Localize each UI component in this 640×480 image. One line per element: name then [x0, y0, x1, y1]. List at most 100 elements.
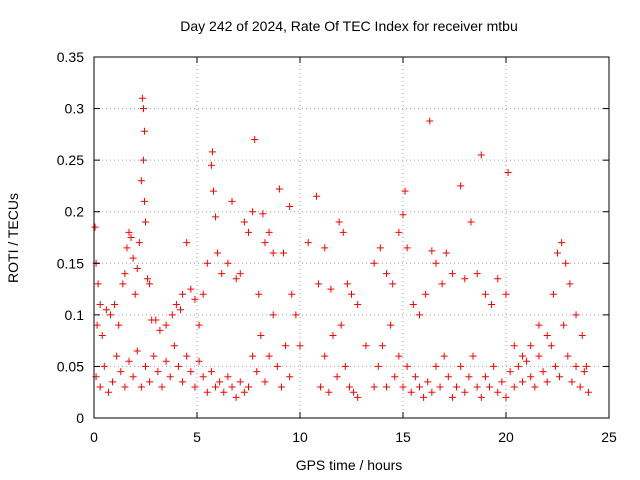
data-point [584, 388, 592, 396]
data-point [253, 368, 261, 376]
data-point [109, 378, 117, 386]
data-point [255, 290, 263, 298]
data-point [488, 301, 496, 309]
y-tick-label: 0 [76, 410, 84, 426]
data-point [535, 321, 543, 329]
y-tick-label: 0.35 [57, 49, 84, 65]
data-point [174, 362, 182, 370]
data-point [232, 275, 240, 283]
data-point [195, 321, 203, 329]
data-point [370, 259, 378, 267]
data-point [444, 373, 452, 381]
data-point [96, 301, 104, 309]
data-point [209, 187, 217, 195]
data-point [547, 342, 555, 350]
data-point [117, 368, 125, 376]
data-point [321, 244, 329, 252]
data-point [187, 285, 195, 293]
data-point [354, 301, 362, 309]
data-point [208, 148, 216, 156]
data-point [556, 373, 564, 381]
data-point [166, 373, 174, 381]
data-point [312, 192, 320, 200]
data-point [123, 244, 131, 252]
data-point [224, 373, 232, 381]
data-point [518, 352, 526, 360]
data-point [94, 280, 102, 288]
data-point [269, 311, 277, 319]
data-point [158, 383, 166, 391]
data-point [183, 352, 191, 360]
data-point [350, 388, 358, 396]
data-point [125, 357, 133, 365]
data-point [121, 383, 129, 391]
data-point [212, 213, 220, 221]
data-point [333, 373, 341, 381]
y-tick-labels: 0 0.05 0.1 0.15 0.2 0.25 0.3 0.35 [57, 49, 84, 426]
data-point [490, 362, 498, 370]
data-point [383, 270, 391, 278]
plot-frame [93, 56, 610, 419]
x-tick-label: 25 [601, 429, 617, 445]
data-point [403, 362, 411, 370]
data-point [288, 290, 296, 298]
data-point [273, 362, 281, 370]
data-point [335, 218, 343, 226]
data-point [179, 378, 187, 386]
data-point [236, 270, 244, 278]
data-point [93, 321, 101, 329]
data-point [562, 259, 570, 267]
data-point [572, 362, 580, 370]
data-point [527, 373, 535, 381]
data-point [473, 270, 481, 278]
data-point [399, 211, 407, 219]
data-point [236, 378, 244, 386]
data-point [183, 239, 191, 247]
data-point [329, 331, 337, 339]
data-point [415, 311, 423, 319]
data-point [156, 326, 164, 334]
data-point [286, 373, 294, 381]
data-point [139, 156, 147, 164]
data-point [494, 388, 502, 396]
data-point [477, 151, 485, 159]
data-point [453, 383, 461, 391]
data-point [172, 301, 180, 309]
data-point [465, 373, 473, 381]
data-point [179, 290, 187, 298]
data-point [325, 388, 333, 396]
data-point [104, 388, 112, 396]
data-point [140, 127, 148, 135]
data-point [261, 378, 269, 386]
data-point [370, 383, 378, 391]
y-tick-label: 0.1 [65, 307, 85, 323]
data-point [337, 321, 345, 329]
data-point [568, 378, 576, 386]
grid-lines [94, 57, 609, 418]
data-point [249, 352, 257, 360]
data-point [457, 182, 465, 190]
x-tick-label: 10 [292, 429, 308, 445]
data-point [345, 383, 353, 391]
data-point [191, 295, 199, 303]
data-point [98, 331, 106, 339]
data-point [473, 383, 481, 391]
y-tick-label: 0.05 [57, 358, 84, 374]
data-point [199, 373, 207, 381]
data-point [265, 228, 273, 236]
data-point [378, 342, 386, 350]
data-point [275, 185, 283, 193]
data-point [228, 197, 236, 205]
data-point [115, 321, 123, 329]
data-point [91, 223, 99, 231]
y-tick-label: 0.3 [65, 101, 85, 117]
data-point [403, 244, 411, 252]
data-point [187, 368, 195, 376]
data-point [106, 311, 114, 319]
data-point [100, 362, 108, 370]
data-point [481, 290, 489, 298]
data-point [467, 218, 475, 226]
data-point [531, 383, 539, 391]
data-point [269, 249, 277, 257]
